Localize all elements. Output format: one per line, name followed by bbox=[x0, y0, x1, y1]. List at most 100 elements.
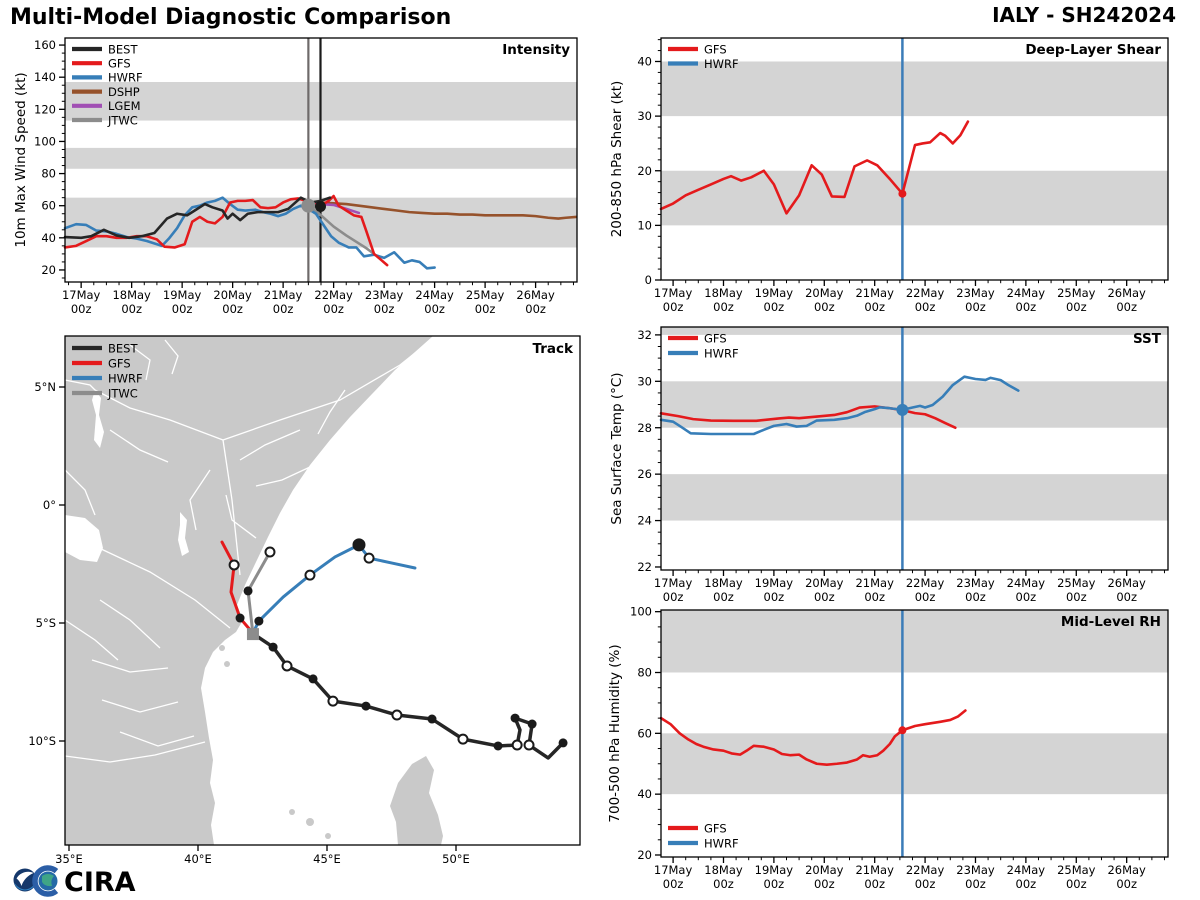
x-tick-label: 00z bbox=[1116, 877, 1137, 891]
x-tick-label: 17May bbox=[654, 286, 693, 300]
shaded-band bbox=[661, 610, 1168, 673]
x-tick-label: 25May bbox=[466, 288, 505, 302]
map-inner bbox=[65, 336, 580, 845]
intensity-series-best bbox=[63, 196, 332, 240]
lon-tick-label: 45°E bbox=[313, 852, 341, 866]
x-tick-label: 20May bbox=[805, 863, 844, 877]
country-border bbox=[99, 599, 161, 649]
shaded-band bbox=[661, 327, 1168, 335]
x-tick-label: 20May bbox=[805, 286, 844, 300]
x-tick-label: 00z bbox=[663, 300, 684, 314]
intensity-y-axis-label: 10m Max Wind Speed (kt) bbox=[13, 72, 29, 247]
sst-panel-title: SST bbox=[1133, 331, 1162, 347]
x-tick-label: 00z bbox=[374, 302, 395, 316]
y-tick-label: 40 bbox=[637, 787, 652, 801]
x-tick-label: 25May bbox=[1057, 863, 1096, 877]
country-border bbox=[189, 469, 211, 531]
plot-frame bbox=[660, 326, 1169, 571]
country-border bbox=[65, 469, 96, 516]
legend-label: HWRF bbox=[704, 346, 739, 360]
x-tick-label: 00z bbox=[814, 300, 835, 314]
x-tick-label: 00z bbox=[915, 300, 936, 314]
y-tick-label: 100 bbox=[34, 134, 56, 148]
x-tick-label: 00z bbox=[475, 302, 496, 316]
x-tick-label: 26May bbox=[1107, 863, 1146, 877]
intensity-series-dshp bbox=[307, 201, 578, 220]
sst-chart: 22242628303217May00z18May00z19May00z20Ma… bbox=[609, 326, 1169, 604]
y-tick-label: 26 bbox=[637, 467, 652, 481]
track-panel-title: Track bbox=[533, 341, 574, 357]
track-point-major bbox=[352, 538, 366, 552]
y-tick-label: 40 bbox=[637, 55, 652, 69]
y-tick-label: 0 bbox=[645, 273, 652, 287]
country-border bbox=[222, 439, 241, 576]
x-tick-label: 00z bbox=[864, 590, 885, 604]
legend-label: JTWC bbox=[107, 113, 138, 127]
track-point-open bbox=[363, 552, 375, 564]
y-tick-label: 100 bbox=[630, 605, 652, 619]
country-border bbox=[65, 379, 96, 391]
x-tick-label: 23May bbox=[956, 576, 995, 590]
island bbox=[325, 833, 331, 839]
y-tick-label: 40 bbox=[41, 231, 56, 245]
shear-chart: 01020304017May00z18May00z19May00z20May00… bbox=[609, 37, 1169, 314]
shaded-band bbox=[661, 474, 1168, 521]
x-tick-label: 17May bbox=[654, 863, 693, 877]
x-tick-label: 00z bbox=[1066, 300, 1087, 314]
y-tick-label: 20 bbox=[637, 164, 652, 178]
x-tick-label: 19May bbox=[755, 286, 794, 300]
y-tick-label: 22 bbox=[637, 560, 652, 574]
sst-series-hwrf bbox=[659, 375, 1020, 436]
legend-label: GFS bbox=[108, 56, 131, 70]
y-tick-label: 30 bbox=[637, 109, 652, 123]
country-border bbox=[98, 547, 231, 629]
track-point-fix bbox=[510, 713, 520, 723]
plot-frame bbox=[660, 37, 1169, 281]
x-tick-label: 00z bbox=[965, 300, 986, 314]
country-border bbox=[94, 389, 224, 441]
shear-y-axis-label: 200-850 hPa Shear (kt) bbox=[609, 81, 625, 238]
x-tick-label: 00z bbox=[663, 590, 684, 604]
x-tick-label: 00z bbox=[965, 877, 986, 891]
x-tick-label: 00z bbox=[273, 302, 294, 316]
x-tick-label: 00z bbox=[424, 302, 445, 316]
x-tick-label: 18May bbox=[704, 863, 743, 877]
x-tick-label: 26May bbox=[1107, 286, 1146, 300]
x-tick-label: 24May bbox=[415, 288, 454, 302]
x-tick-label: 26May bbox=[516, 288, 555, 302]
lake bbox=[65, 515, 103, 562]
x-tick-label: 18May bbox=[704, 286, 743, 300]
track-point-open bbox=[391, 709, 403, 721]
lat-tick-label: 0° bbox=[43, 498, 56, 512]
legend-label: GFS bbox=[108, 356, 131, 370]
country-border bbox=[239, 429, 301, 461]
x-tick-label: 22May bbox=[906, 576, 945, 590]
track-point-open bbox=[304, 569, 316, 581]
shaded-band bbox=[661, 733, 1168, 795]
track-point-fix bbox=[308, 674, 318, 684]
madagascar-tip bbox=[390, 756, 443, 845]
x-tick-label: 00z bbox=[864, 300, 885, 314]
current-point-marker bbox=[898, 189, 907, 198]
x-tick-label: 00z bbox=[713, 590, 734, 604]
y-tick-label: 10 bbox=[637, 218, 652, 232]
x-tick-label: 00z bbox=[71, 302, 92, 316]
y-tick-label: 60 bbox=[41, 199, 56, 213]
x-tick-label: 22May bbox=[906, 286, 945, 300]
x-tick-label: 17May bbox=[654, 576, 693, 590]
x-tick-label: 24May bbox=[1007, 286, 1046, 300]
country-border bbox=[255, 466, 311, 487]
country-border bbox=[65, 619, 119, 661]
legend-label: HWRF bbox=[704, 836, 739, 850]
x-tick-label: 21May bbox=[264, 288, 303, 302]
country-border bbox=[91, 659, 169, 673]
x-tick-label: 24May bbox=[1007, 863, 1046, 877]
x-tick-label: 20May bbox=[213, 288, 252, 302]
sst-y-axis-label: Sea Surface Temp (°C) bbox=[609, 372, 625, 524]
track-point-open bbox=[457, 733, 469, 745]
charts-root: 2040608010012014016017May00z18May00z19Ma… bbox=[13, 37, 1169, 891]
track-point-open bbox=[281, 660, 293, 672]
track-point-fix bbox=[254, 616, 264, 626]
x-tick-label: 00z bbox=[525, 302, 546, 316]
footer-logos: CIRA bbox=[13, 865, 136, 898]
